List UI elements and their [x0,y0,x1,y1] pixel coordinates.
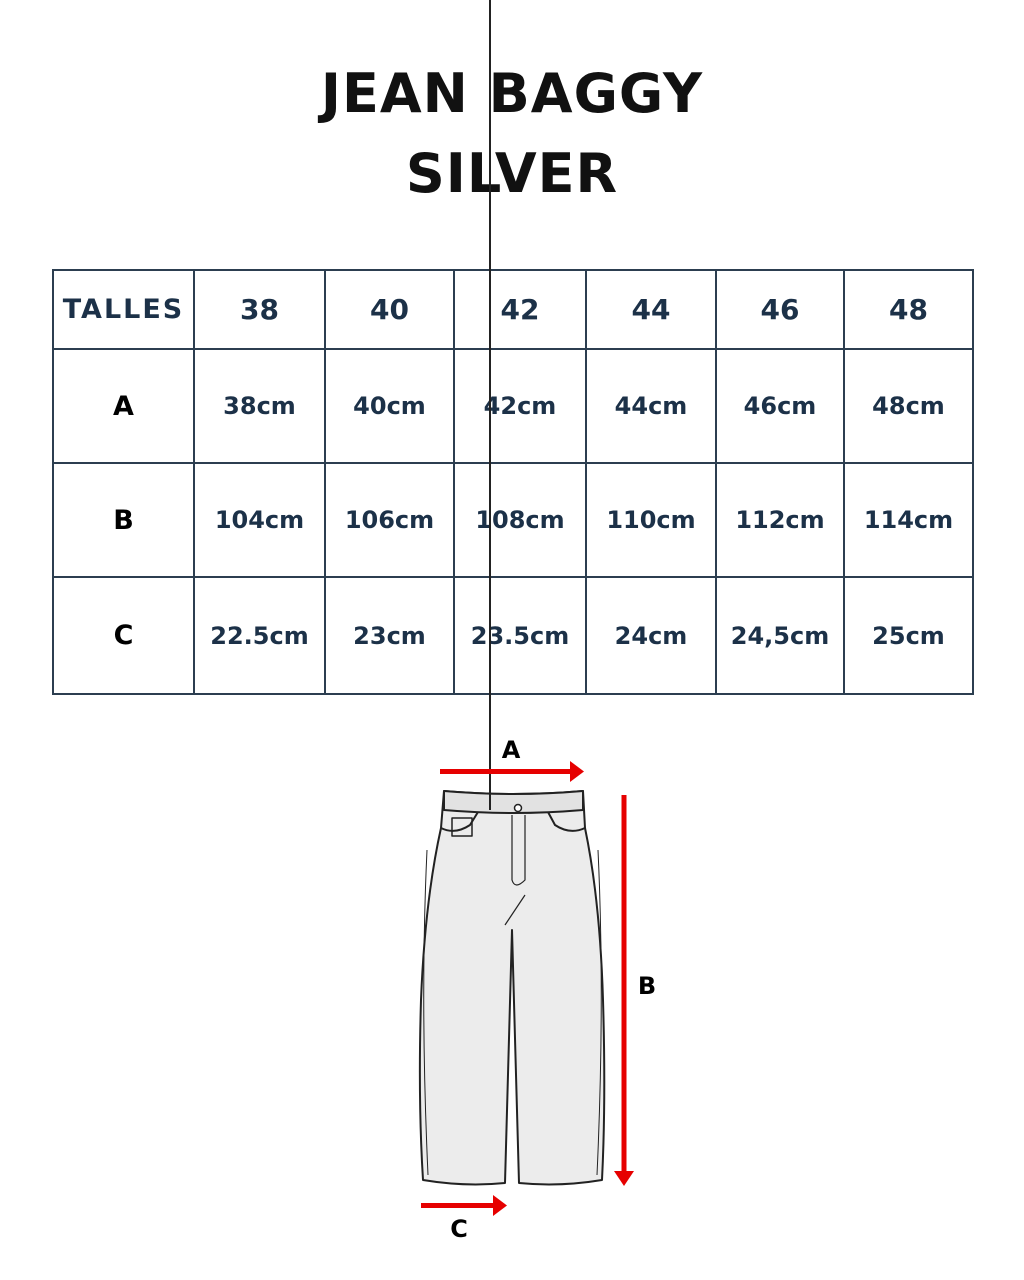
label-a: A [501,736,521,764]
header-cell: 44 [585,269,717,350]
label-b: B [637,972,657,1000]
table-cell: 24cm [585,576,717,695]
table-cell: 23.5cm [453,576,587,695]
jeans-illustration [418,0,606,1186]
row-label: B [52,462,195,578]
size-table: TALLES 38 40 42 44 46 48 A 38cm 40cm 42c… [52,269,974,695]
table-cell: 40cm [324,348,455,464]
table-cell: 24,5cm [715,576,845,695]
row-label: A [52,348,195,464]
arrow-c [421,1195,507,1216]
table-cell: 110cm [585,462,717,578]
table-cell: 38cm [193,348,326,464]
table-cell: 42cm [453,348,587,464]
header-cell: TALLES [52,269,195,350]
table-cell: 112cm [715,462,845,578]
table-cell: 114cm [843,462,974,578]
table-cell: 46cm [715,348,845,464]
header-cell: 38 [193,269,326,350]
header-cell: 48 [843,269,974,350]
header-cell: 46 [715,269,845,350]
table-cell: 106cm [324,462,455,578]
table-row: A 38cm 40cm 42cm 44cm 46cm 48cm [52,348,974,464]
arrow-b [614,795,634,1186]
header-cell: 42 [453,269,587,350]
table-header-row: TALLES 38 40 42 44 46 48 [52,269,974,350]
title-line-2: SILVER [405,142,619,205]
table-cell: 104cm [193,462,326,578]
header-cell: 40 [324,269,455,350]
title-line-1: JEAN BAGGY [320,62,704,125]
row-label: C [52,576,195,695]
label-c: C [450,1215,468,1243]
arrow-a [440,761,584,782]
table-cell: 25cm [843,576,974,695]
table-cell: 23cm [324,576,455,695]
table-cell: 48cm [843,348,974,464]
table-cell: 44cm [585,348,717,464]
table-cell: 22.5cm [193,576,326,695]
table-row: B 104cm 106cm 108cm 110cm 112cm 114cm [52,462,974,578]
table-row: C 22.5cm 23cm 23.5cm 24cm 24,5cm 25cm [52,576,974,695]
